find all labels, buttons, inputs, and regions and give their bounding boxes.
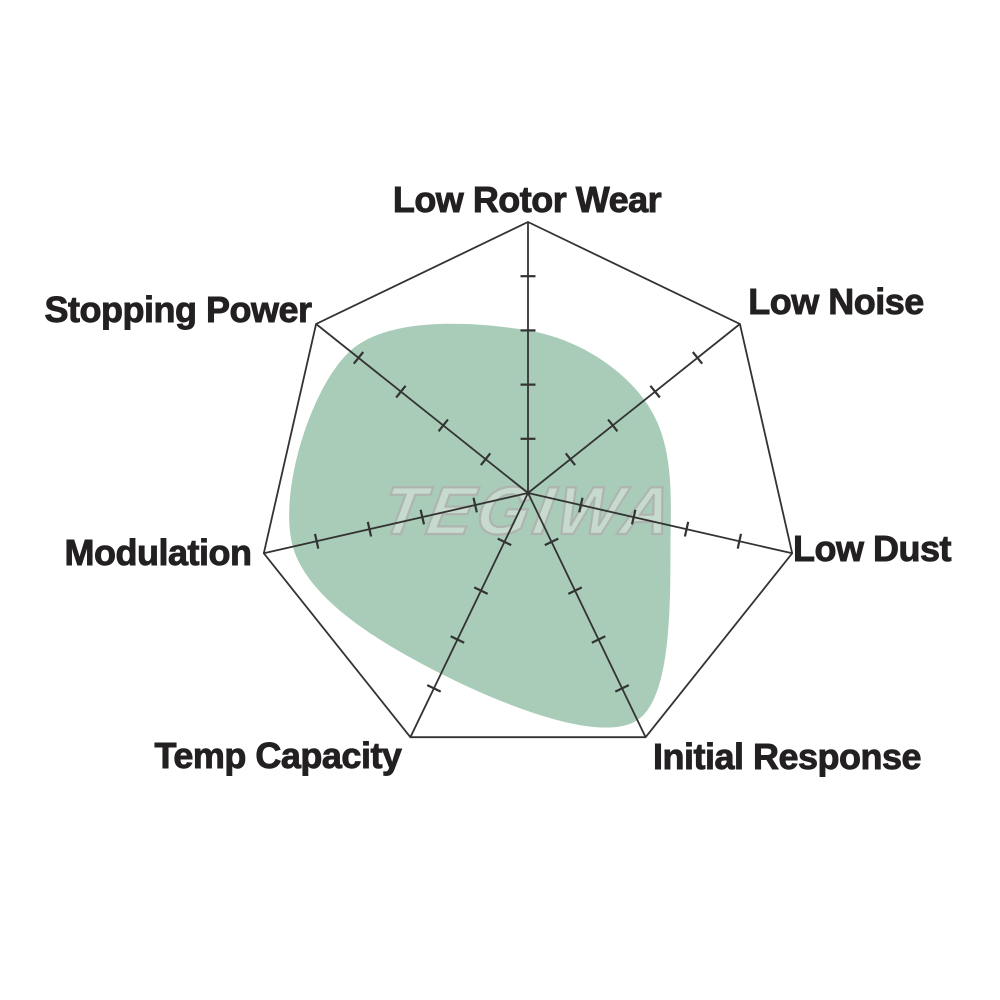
axis-tick [473, 586, 489, 595]
axis-tick [497, 537, 512, 547]
axis-tick [352, 351, 365, 365]
watermark-logo: TEGIWA [376, 472, 682, 548]
axis-line [527, 323, 741, 494]
axis-line [263, 492, 529, 555]
axis-tick [683, 521, 690, 537]
radar-fill-layer [289, 323, 671, 728]
axis-line [409, 492, 529, 738]
radar-grid-layer [262, 221, 794, 739]
axis-tick [426, 684, 442, 693]
axis-tick [607, 418, 619, 432]
axis-tick [437, 418, 449, 432]
axis-label-stopping-power: Stopping Power [44, 289, 312, 331]
axis-label-initial-response: Initial Response [652, 736, 922, 778]
axis-tick [591, 635, 606, 644]
axis-tick [313, 533, 320, 549]
axis-line [315, 323, 529, 494]
axis-tick [630, 509, 637, 525]
axis-tick [691, 351, 704, 365]
axis-label-low-dust: Low Dust [793, 528, 952, 570]
data-polygon [289, 323, 671, 728]
axis-tick [480, 452, 492, 466]
axis-label-low-noise: Low Noise [748, 281, 925, 323]
axis-tick [544, 537, 559, 547]
axis-tick [578, 497, 584, 513]
axis-tick [395, 385, 407, 399]
axis-tick [649, 385, 661, 399]
axis-tick [614, 684, 630, 693]
axis-label-modulation: Modulation [64, 532, 252, 574]
axis-tick [472, 497, 478, 513]
axis-tick [567, 586, 583, 595]
axis-tick [366, 521, 373, 537]
axis-tick [736, 533, 743, 549]
axis-line [527, 492, 647, 738]
heptagon-outline [262, 221, 794, 739]
axis-label-temp-capacity: Temp Capacity [154, 735, 402, 777]
axis-tick [419, 509, 426, 525]
axis-line [527, 492, 793, 555]
axis-tick [564, 452, 576, 466]
axis-tick [450, 635, 465, 644]
axis-label-low-rotor-wear: Low Rotor Wear [392, 179, 662, 221]
